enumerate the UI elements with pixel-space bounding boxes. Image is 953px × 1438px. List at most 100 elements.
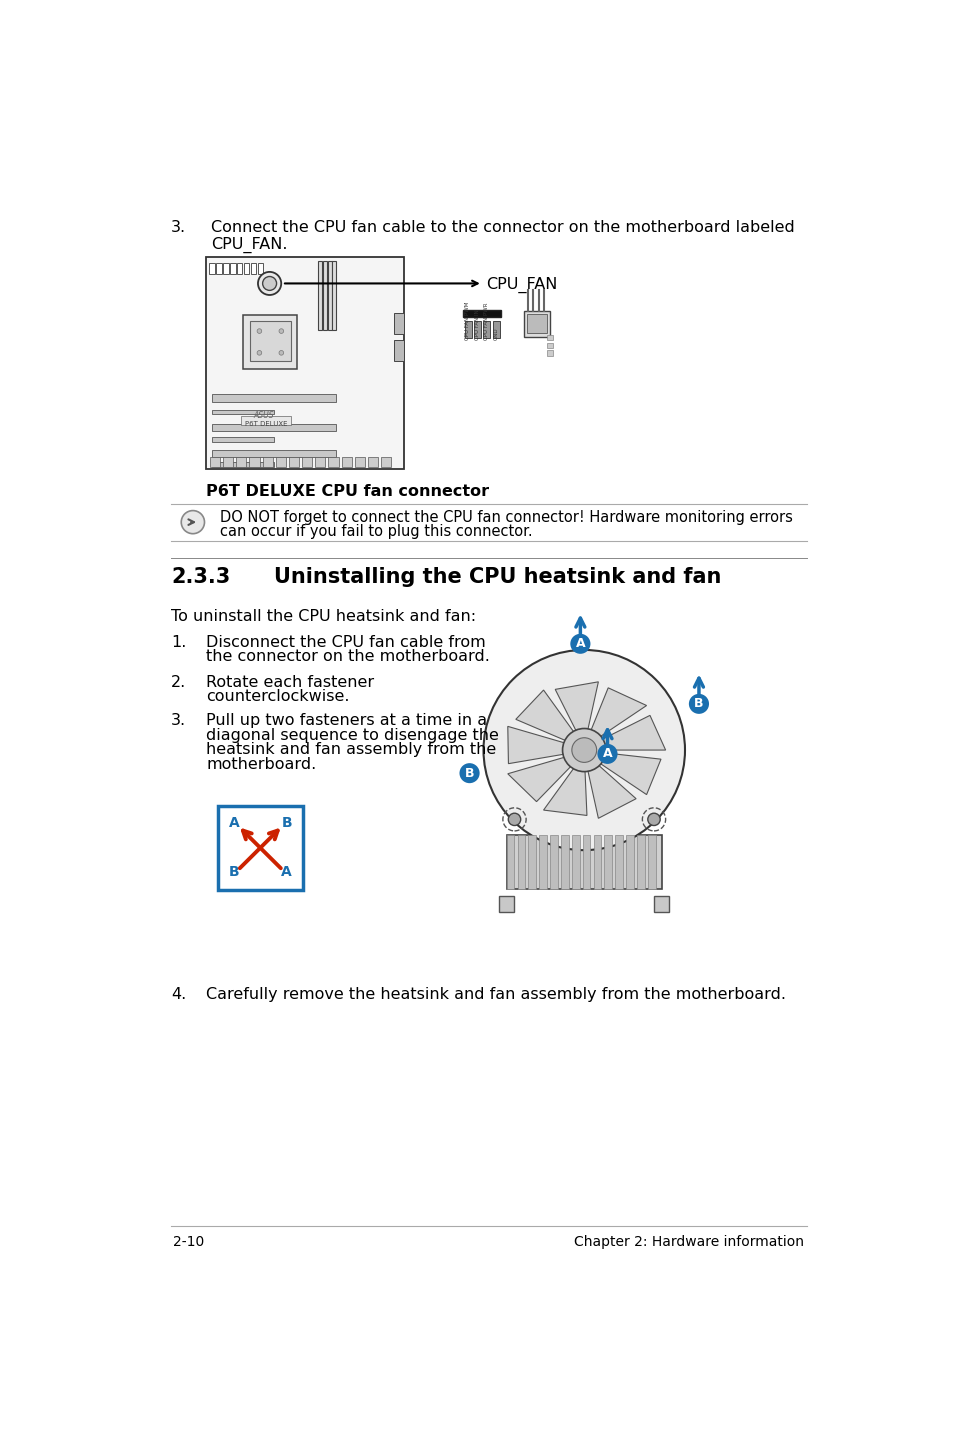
Circle shape: [597, 743, 617, 764]
Bar: [217, 805, 303, 890]
Bar: [243, 315, 297, 370]
Bar: [582, 835, 590, 889]
Bar: [244, 263, 249, 275]
Bar: [546, 342, 553, 348]
Polygon shape: [507, 758, 573, 801]
Polygon shape: [507, 726, 567, 764]
Bar: [546, 351, 553, 355]
Text: diagonal sequence to disengage the: diagonal sequence to disengage the: [206, 728, 498, 743]
Bar: [462, 311, 500, 316]
Bar: [328, 457, 338, 467]
Circle shape: [262, 276, 276, 290]
Text: ASUS: ASUS: [253, 411, 274, 420]
Bar: [355, 457, 365, 467]
Text: B: B: [229, 866, 239, 880]
Bar: [212, 437, 274, 441]
Polygon shape: [589, 687, 646, 736]
Bar: [550, 835, 558, 889]
Circle shape: [571, 738, 596, 762]
Bar: [249, 457, 259, 467]
Polygon shape: [555, 682, 598, 735]
Bar: [236, 263, 242, 275]
Bar: [289, 457, 298, 467]
Bar: [381, 457, 391, 467]
Polygon shape: [600, 752, 660, 795]
Text: CPU FAN IN: CPU FAN IN: [475, 309, 479, 339]
Circle shape: [688, 695, 708, 713]
Bar: [212, 424, 335, 431]
Text: Chapter 2: Hardware information: Chapter 2: Hardware information: [574, 1235, 803, 1250]
Bar: [615, 835, 622, 889]
Text: can occur if you fail to plug this connector.: can occur if you fail to plug this conne…: [220, 525, 532, 539]
Bar: [506, 835, 661, 889]
Text: counterclockwise.: counterclockwise.: [206, 689, 349, 705]
Bar: [560, 835, 568, 889]
Polygon shape: [516, 690, 573, 742]
Bar: [464, 321, 472, 338]
Text: Disconnect the CPU fan cable from: Disconnect the CPU fan cable from: [206, 634, 485, 650]
Text: 2.3.3: 2.3.3: [171, 567, 231, 587]
Text: CPU FAN PWM: CPU FAN PWM: [465, 302, 470, 339]
Text: CPU_FAN: CPU_FAN: [486, 278, 558, 293]
Bar: [332, 262, 335, 331]
Circle shape: [562, 729, 605, 772]
Text: Pull up two fasteners at a time in a: Pull up two fasteners at a time in a: [206, 713, 487, 728]
Bar: [523, 311, 550, 336]
Bar: [517, 835, 525, 889]
Text: 4.: 4.: [171, 988, 186, 1002]
Text: 2.: 2.: [171, 674, 186, 690]
Bar: [206, 257, 403, 469]
Bar: [212, 450, 335, 457]
Bar: [474, 321, 480, 338]
Bar: [341, 457, 352, 467]
Circle shape: [181, 510, 204, 533]
Text: A: A: [281, 866, 292, 880]
Bar: [250, 321, 291, 361]
Bar: [546, 335, 553, 341]
Bar: [216, 263, 221, 275]
Bar: [625, 835, 633, 889]
Bar: [637, 835, 644, 889]
Bar: [493, 321, 499, 338]
Text: Carefully remove the heatsink and fan assembly from the motherboard.: Carefully remove the heatsink and fan as…: [206, 988, 785, 1002]
Bar: [528, 835, 536, 889]
Bar: [236, 457, 246, 467]
Bar: [230, 263, 235, 275]
Text: B: B: [694, 697, 703, 710]
Text: CPU_FAN.: CPU_FAN.: [211, 237, 287, 253]
Text: Rotate each fastener: Rotate each fastener: [206, 674, 374, 690]
Bar: [593, 835, 600, 889]
Text: 3.: 3.: [171, 220, 186, 236]
Text: A: A: [602, 748, 612, 761]
Text: A: A: [575, 637, 584, 650]
Bar: [368, 457, 377, 467]
Text: A: A: [229, 817, 239, 830]
Circle shape: [256, 329, 261, 334]
Bar: [318, 262, 322, 331]
Bar: [498, 896, 514, 912]
Circle shape: [459, 764, 479, 784]
Text: Uninstalling the CPU heatsink and fan: Uninstalling the CPU heatsink and fan: [274, 567, 720, 587]
Circle shape: [483, 650, 684, 850]
Bar: [212, 410, 274, 414]
Circle shape: [278, 329, 283, 334]
Circle shape: [256, 351, 261, 355]
Bar: [394, 339, 403, 361]
Bar: [571, 835, 579, 889]
Text: 3.: 3.: [171, 713, 186, 728]
Bar: [323, 262, 327, 331]
Bar: [538, 835, 546, 889]
Text: P6T DELUXE CPU fan connector: P6T DELUXE CPU fan connector: [206, 485, 489, 499]
Bar: [506, 835, 514, 889]
Polygon shape: [598, 715, 665, 751]
Circle shape: [257, 272, 281, 295]
Polygon shape: [587, 762, 636, 818]
Text: To uninstall the CPU heatsink and fan:: To uninstall the CPU heatsink and fan:: [171, 610, 476, 624]
Text: Connect the CPU fan cable to the connector on the motherboard labeled: Connect the CPU fan cable to the connect…: [211, 220, 794, 236]
Bar: [257, 263, 263, 275]
Text: the connector on the motherboard.: the connector on the motherboard.: [206, 649, 490, 664]
Text: P6T DELUXE: P6T DELUXE: [245, 421, 288, 427]
Text: DO NOT forget to connect the CPU fan connector! Hardware monitoring errors: DO NOT forget to connect the CPU fan con…: [220, 510, 792, 525]
Text: CPU FAN PWR: CPU FAN PWR: [483, 302, 489, 339]
Bar: [241, 416, 291, 426]
